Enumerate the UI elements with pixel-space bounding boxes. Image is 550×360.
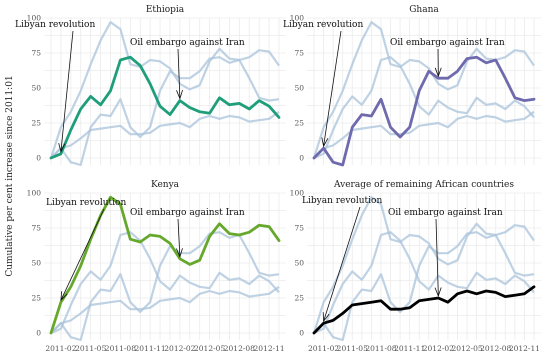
y-tick-label: 75	[31, 49, 41, 58]
x-tick-label: 2011-08	[365, 344, 396, 353]
y-tick-label: 100	[27, 189, 42, 198]
y-tick-label: 0	[36, 329, 41, 338]
y-tick-label: 75	[31, 224, 41, 233]
panel-kenya: Kenya 0 25 50 75 100 2011-022011-052011-082011…	[27, 180, 286, 353]
x-tick-label: 2011-02	[308, 344, 339, 353]
x-tick-label: 2012-05	[194, 344, 225, 353]
y-tick-label: 0	[36, 154, 41, 163]
annotation-label: Libyan revolution	[302, 196, 382, 206]
panel-title: Kenya	[151, 180, 180, 190]
panels-group: Ethiopia 0 25 50 75 100 Libyan revolution Oil e…	[15, 5, 541, 353]
annotation-label: Oil embargo against Iran	[130, 38, 245, 48]
x-tick-label: 2012-02	[423, 344, 454, 353]
annotation-label: Libyan revolution	[46, 198, 126, 208]
x-tick-label: 2011-11	[135, 344, 166, 353]
y-tick-label: 50	[294, 84, 304, 93]
annotation-label: Libyan revolution	[283, 20, 363, 30]
annotation-label: Oil embargo against Iran	[390, 38, 505, 48]
x-tick-label: 2011-08	[105, 344, 136, 353]
y-tick-label: 0	[299, 154, 304, 163]
y-tick-label: 50	[31, 259, 41, 268]
y-tick-label: 25	[294, 119, 304, 128]
y-tick-label: 25	[31, 119, 41, 128]
y-tick-label: 75	[294, 49, 304, 58]
annotation-arrow	[324, 31, 341, 146]
x-tick-label: 2012-08	[480, 344, 511, 353]
x-tick-label: 2011-11	[394, 344, 425, 353]
annotation-label: Libyan revolution	[15, 20, 95, 30]
x-tick-label: 2011-02	[45, 344, 76, 353]
panel-average-of-remaining-african-countries: Average of remaining African countries02…	[290, 180, 541, 353]
annotation-label: Oil embargo against Iran	[388, 208, 503, 218]
highlight-series-line	[51, 57, 279, 158]
x-tick-label: 2012-11	[509, 344, 540, 353]
annotation-arrow	[61, 209, 104, 300]
x-tick-label: 2012-08	[224, 344, 255, 353]
y-tick-label: 50	[31, 84, 41, 93]
x-tick-label: 2012-11	[254, 344, 285, 353]
panel-title: Average of remaining African countries	[333, 180, 514, 190]
x-tick-label: 2012-05	[451, 344, 482, 353]
y-tick-label: 25	[31, 294, 41, 303]
y-tick-label: 0	[299, 329, 304, 338]
x-tick-label: 2012-02	[164, 344, 195, 353]
panel-title: Ethiopia	[146, 5, 185, 15]
y-tick-label: 50	[294, 259, 304, 268]
x-tick-label: 2011-05	[75, 344, 106, 353]
y-tick-label: 25	[294, 294, 304, 303]
annotation-label: Oil embargo against Iran	[130, 208, 245, 218]
y-tick-label: 75	[294, 224, 304, 233]
panel-title: Ghana	[409, 5, 439, 15]
x-tick-label: 2011-05	[337, 344, 368, 353]
background-series-line	[51, 232, 279, 333]
y-axis-title: Cumulative per cent increase since 2011:…	[5, 75, 15, 276]
